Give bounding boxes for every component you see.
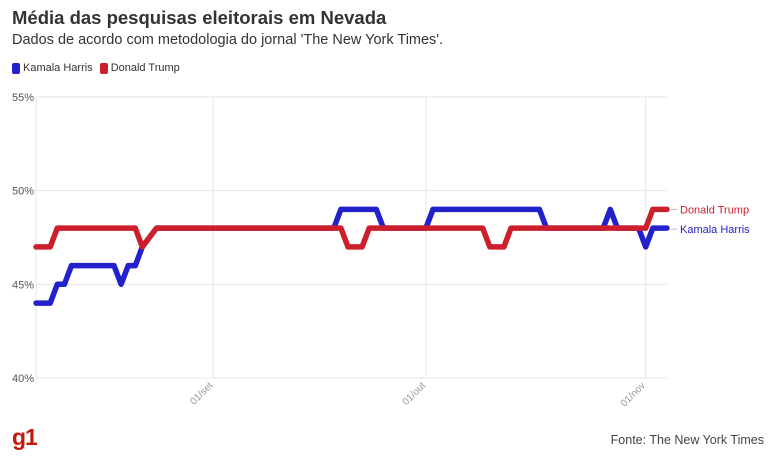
legend: Kamala Harris Donald Trump	[12, 62, 187, 74]
x-tick-label: 01/out	[401, 380, 429, 408]
y-tick-label: 55%	[12, 92, 34, 104]
series-line-harris	[33, 206, 670, 306]
g1-logo: g1	[12, 424, 38, 450]
legend-item-trump: Donald Trump	[99, 62, 180, 74]
x-tick-label: 01/set	[188, 380, 215, 407]
chart-subtitle: Dados de acordo com metodologia do jorna…	[12, 32, 444, 48]
chart-title: Média das pesquisas eleitorais em Nevada	[12, 7, 387, 28]
legend-swatch-harris	[12, 62, 20, 74]
legend-item-harris: Kamala Harris	[12, 62, 93, 74]
series-end-label: Donald Trump	[680, 204, 749, 216]
x-tick-label: 01/nov	[619, 380, 648, 409]
y-tick-label: 50%	[12, 186, 34, 198]
y-tick-label: 45%	[12, 279, 34, 291]
series-line-trump	[33, 206, 670, 250]
legend-label-harris: Kamala Harris	[23, 62, 93, 74]
legend-label-trump: Donald Trump	[110, 62, 180, 74]
legend-swatch-trump	[99, 62, 108, 74]
y-tick-label: 40%	[12, 373, 34, 385]
series-end-label: Kamala Harris	[680, 224, 750, 236]
source-note: Fonte: The New York Times	[610, 433, 764, 447]
